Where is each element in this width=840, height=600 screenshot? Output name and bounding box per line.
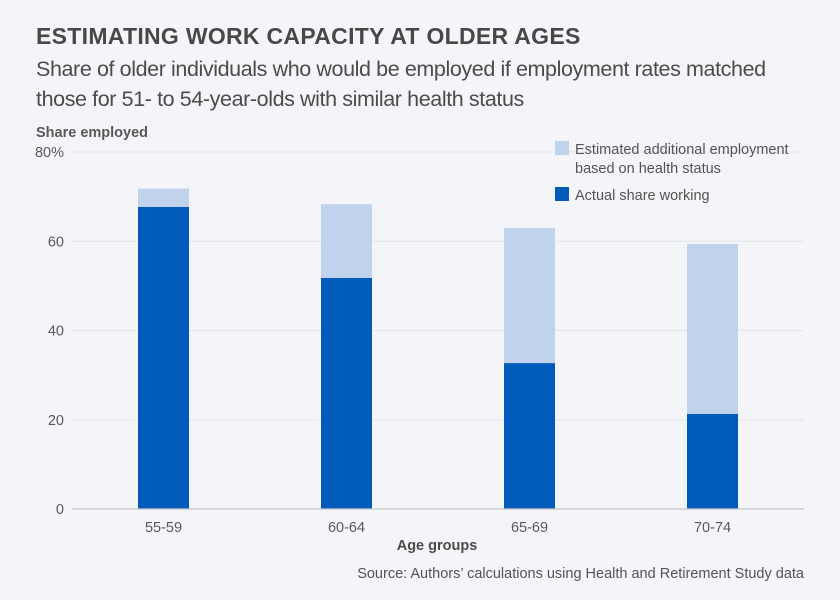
legend: Estimated additional employment based on…: [555, 141, 789, 204]
bar-actual: [504, 363, 555, 509]
bar-additional: [504, 227, 555, 364]
chart-subtitle: Share of older individuals who would be …: [36, 57, 766, 111]
legend-swatch-actual: [555, 187, 569, 201]
x-tick-label: 70-74: [694, 520, 731, 536]
y-tick-label: 80%: [35, 145, 64, 161]
y-axis-title: Share employed: [36, 125, 148, 141]
bar-additional: [321, 204, 372, 278]
bar-actual: [687, 413, 738, 509]
x-tick-labels: 55-59 60-64 65-69 70-74: [145, 520, 731, 536]
y-tick-label: 60: [48, 234, 64, 250]
chart-title: ESTIMATING WORK CAPACITY AT OLDER AGES: [36, 23, 581, 49]
legend-swatch-additional: [555, 141, 569, 155]
y-tick-labels: 0 20 40 60 80%: [35, 145, 64, 518]
bar-additional: [138, 188, 189, 207]
legend-label-additional-line1: Estimated additional employment: [575, 142, 789, 158]
legend-label-actual: Actual share working: [575, 188, 710, 204]
gridlines: [72, 151, 804, 421]
legend-label-additional-line2: based on health status: [575, 161, 721, 177]
bar-additional: [687, 243, 738, 414]
y-tick-label: 40: [48, 324, 64, 340]
x-tick-label: 55-59: [145, 520, 182, 536]
x-tick-label: 60-64: [328, 520, 365, 536]
y-tick-label: 20: [48, 413, 64, 429]
bar-actual: [138, 206, 189, 510]
x-axis-title: Age groups: [397, 538, 478, 554]
x-tick-label: 65-69: [511, 520, 548, 536]
y-tick-label: 0: [56, 502, 64, 518]
bar-actual: [321, 277, 372, 509]
bars: [138, 188, 738, 510]
source-note: Source: Authors’ calculations using Heal…: [357, 566, 805, 582]
